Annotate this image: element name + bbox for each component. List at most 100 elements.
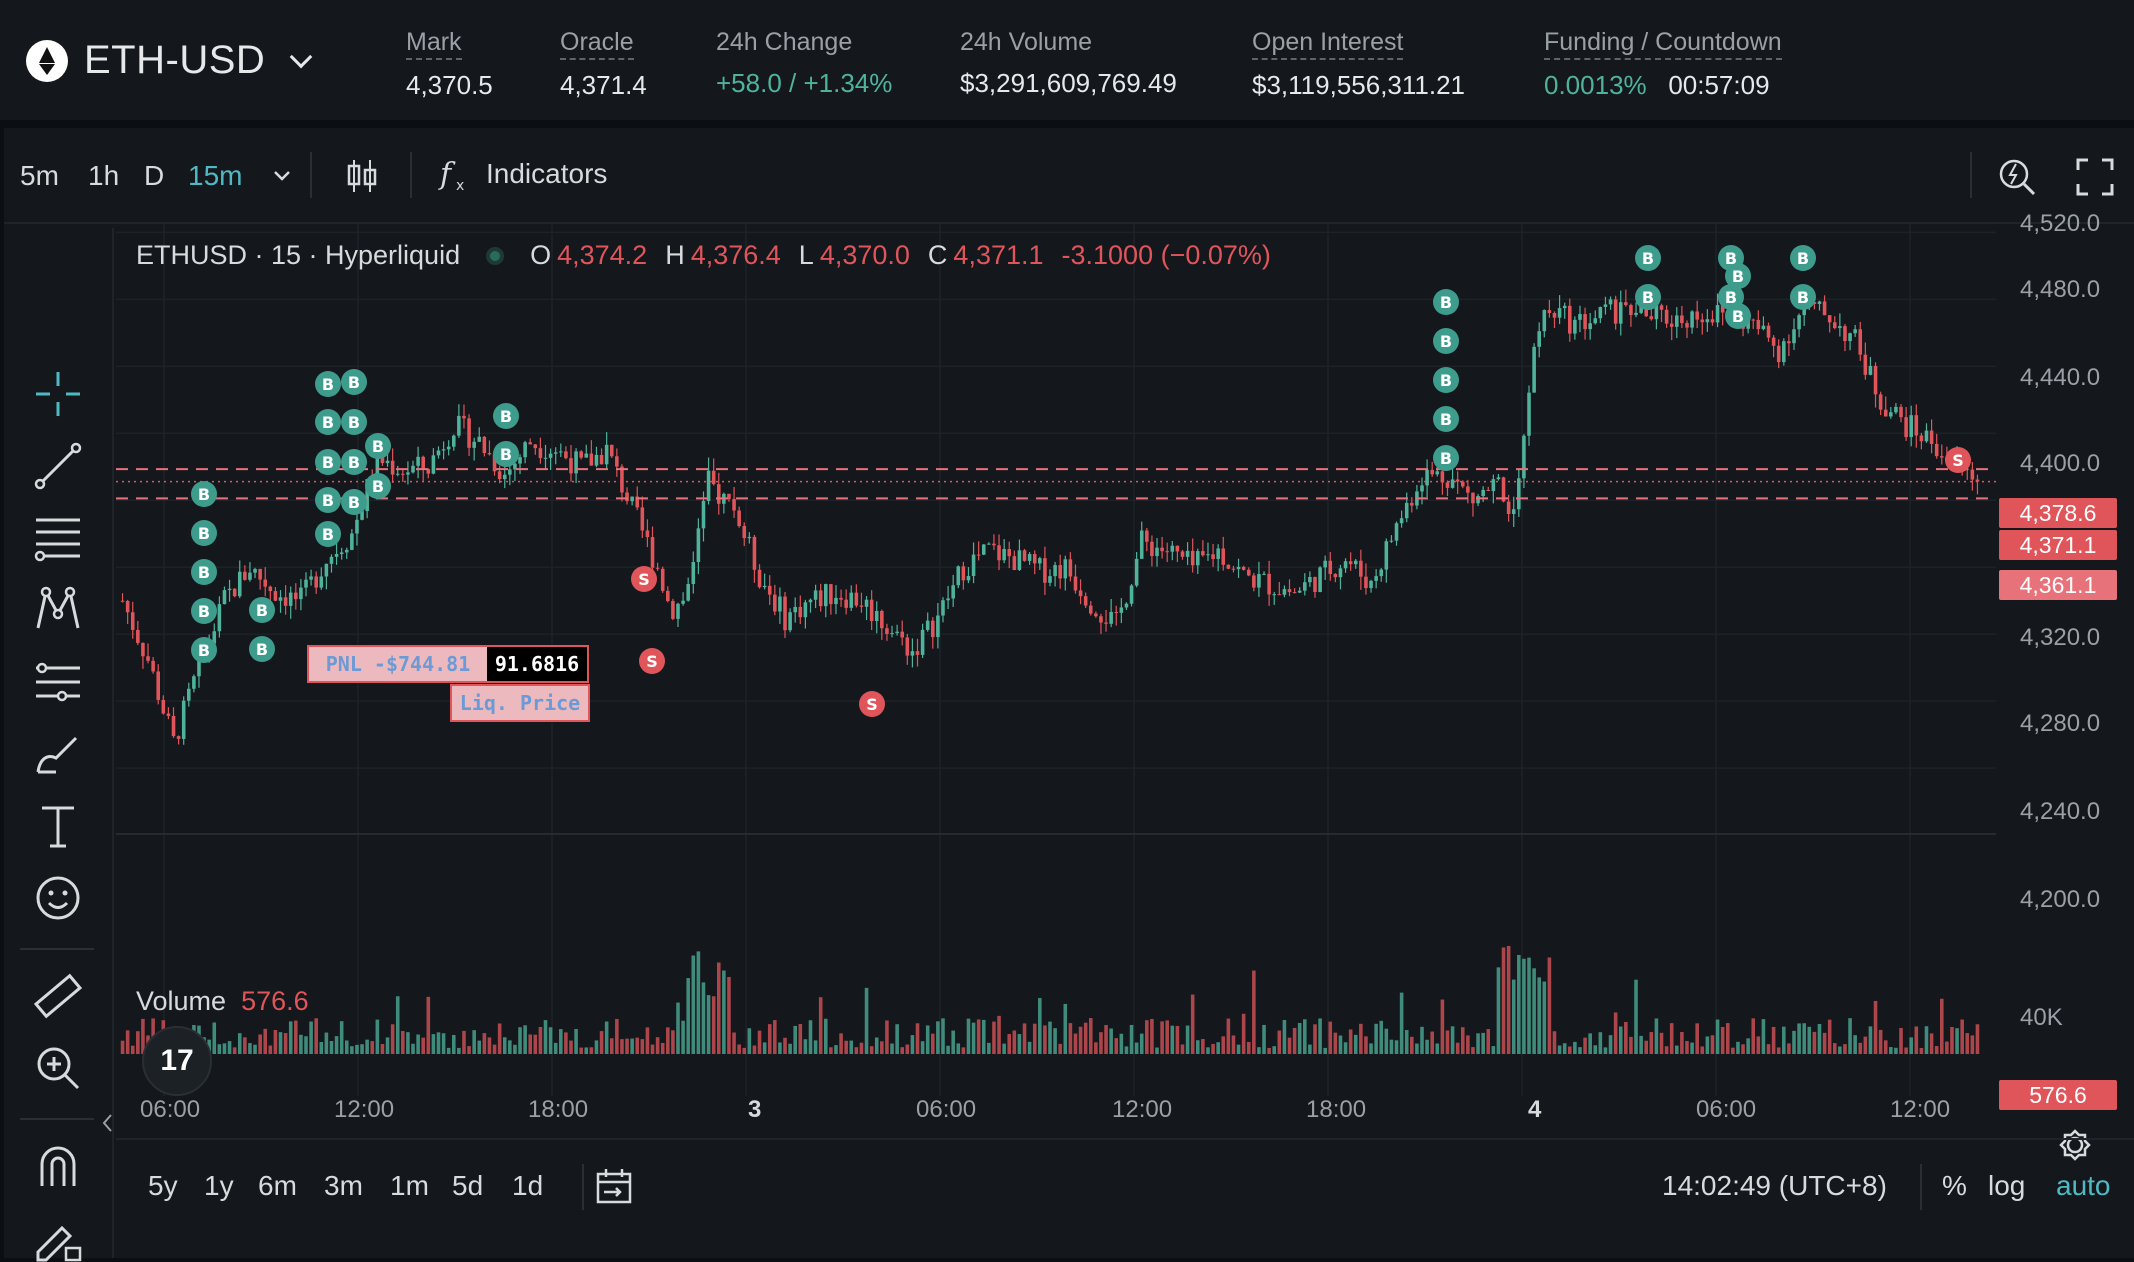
brush-tool[interactable] [32, 728, 84, 780]
marker-circle [341, 489, 367, 515]
fib-tool[interactable] [32, 512, 84, 564]
candle-body [1195, 551, 1200, 566]
goto-date-icon[interactable] [594, 1166, 634, 1206]
volume-bar [1868, 1026, 1873, 1054]
volume-bar [951, 1030, 955, 1054]
forecast-tool[interactable] [32, 656, 84, 708]
volume-bar [905, 1044, 910, 1054]
percent-scale-toggle[interactable]: % [1942, 1170, 1967, 1201]
auto-scale-toggle[interactable]: auto [2056, 1170, 2111, 1201]
range-6m[interactable]: 6m [258, 1170, 297, 1201]
candle-body [1180, 551, 1185, 557]
candle-body [421, 456, 425, 470]
emoji-tool[interactable] [32, 872, 84, 924]
candle-body [166, 713, 171, 716]
volume-bar [1659, 1032, 1664, 1054]
candle-body [502, 474, 507, 480]
candle-body [451, 435, 456, 447]
fullscreen-icon[interactable] [2076, 158, 2114, 196]
candle-body [1308, 577, 1312, 583]
crosshair-tool[interactable] [32, 368, 84, 420]
candle-body [1654, 305, 1659, 320]
stat-mark[interactable]: Mark 4,370.5 [406, 28, 493, 101]
candle-body [181, 700, 186, 739]
range-5d[interactable]: 5d [452, 1170, 484, 1201]
time-axis[interactable]: 06:00 12:00 18:00 3 06:00 12:00 18:00 4 … [116, 1096, 2000, 1136]
candle-body [508, 469, 512, 475]
volume-bar [1068, 1023, 1073, 1054]
stat-open-interest[interactable]: Open Interest $3,119,556,311.21 [1252, 28, 1465, 101]
range-1y[interactable]: 1y [204, 1170, 234, 1201]
range-1d[interactable]: 1d [512, 1170, 544, 1201]
volume-bar [1287, 1037, 1292, 1054]
volume-bar [518, 1027, 522, 1054]
volume-bar [1756, 1036, 1761, 1054]
volume-bar [1078, 1026, 1083, 1054]
timeframe-1h[interactable]: 1h [88, 160, 120, 191]
sell-marker: S [1945, 447, 1971, 473]
range-3m[interactable]: 3m [324, 1170, 363, 1201]
volume-bar [1180, 1044, 1185, 1054]
volume-bar [625, 1038, 629, 1054]
pair-selector[interactable]: ETH-USD [26, 38, 313, 83]
volume-bar [334, 1036, 339, 1054]
volume-bar [1598, 1032, 1603, 1054]
marker-letter: B [348, 413, 360, 432]
candle-body [1333, 573, 1338, 578]
buy-marker: B [315, 409, 341, 435]
candle-body [900, 631, 905, 638]
text-tool[interactable] [32, 800, 84, 852]
candle-body [1068, 559, 1073, 577]
candle-body [1160, 547, 1164, 552]
lock-drawing-tool[interactable] [32, 1212, 84, 1262]
volume-bar [1099, 1032, 1103, 1054]
pnl-value: PNL -$744.81 [325, 652, 471, 676]
price-axis[interactable]: 4,520.0 4,480.0 4,440.0 4,400.0 4,320.0 … [2000, 210, 2134, 1192]
candle-body [880, 610, 884, 629]
candle-body [1476, 495, 1480, 504]
position-pnl-label[interactable]: PNL -$744.81 91.6816 [307, 645, 589, 683]
magnet-tool[interactable] [32, 1140, 84, 1192]
timeframe-dropdown-icon[interactable] [272, 166, 292, 186]
measure-tool[interactable] [32, 970, 84, 1022]
stat-oracle[interactable]: Oracle 4,371.4 [560, 28, 647, 101]
candle-body [533, 444, 538, 449]
volume-bar [1430, 1031, 1434, 1054]
volume-bar [1002, 1043, 1006, 1054]
candle-body [344, 549, 349, 553]
pattern-tool[interactable] [32, 584, 84, 636]
trend-line-tool[interactable] [32, 440, 84, 492]
volume-bar [604, 1021, 609, 1054]
candle-type-icon[interactable] [342, 156, 382, 196]
volume-bar [1588, 1033, 1592, 1054]
timeframe-15m[interactable]: 15m [188, 160, 243, 191]
candle-body [1868, 365, 1873, 375]
candle-body [1282, 589, 1287, 595]
volume-bar [533, 1034, 538, 1054]
candle-body [1583, 314, 1587, 330]
candle-body [992, 543, 996, 546]
buy-marker: B [1790, 284, 1816, 310]
tradingview-logo[interactable]: 17 [142, 1026, 212, 1096]
volume-bar [1308, 1044, 1312, 1054]
quick-search-icon[interactable] [1996, 156, 2038, 198]
timeframe-d[interactable]: D [144, 160, 165, 191]
zoom-tool[interactable] [32, 1042, 84, 1094]
range-5y[interactable]: 5y [148, 1170, 178, 1201]
range-1m[interactable]: 1m [390, 1170, 429, 1201]
log-scale-toggle[interactable]: log [1988, 1170, 2026, 1201]
candle-body [1053, 565, 1057, 577]
candle-body [217, 604, 222, 632]
clock-timezone[interactable]: 14:02:49 (UTC+8) [1662, 1170, 1887, 1201]
collapse-left-icon[interactable] [100, 1112, 114, 1134]
tool-divider [20, 948, 94, 950]
timeframe-5m[interactable]: 5m [20, 160, 59, 191]
stat-funding[interactable]: Funding / Countdown 0.0013% 00:57:09 [1544, 28, 1782, 101]
volume-bar [1624, 1021, 1628, 1054]
buy-marker: B [191, 481, 217, 507]
liq-price-label[interactable]: Liq. Price [450, 684, 590, 722]
candle-body [1644, 305, 1649, 317]
candle-body [1486, 489, 1491, 491]
